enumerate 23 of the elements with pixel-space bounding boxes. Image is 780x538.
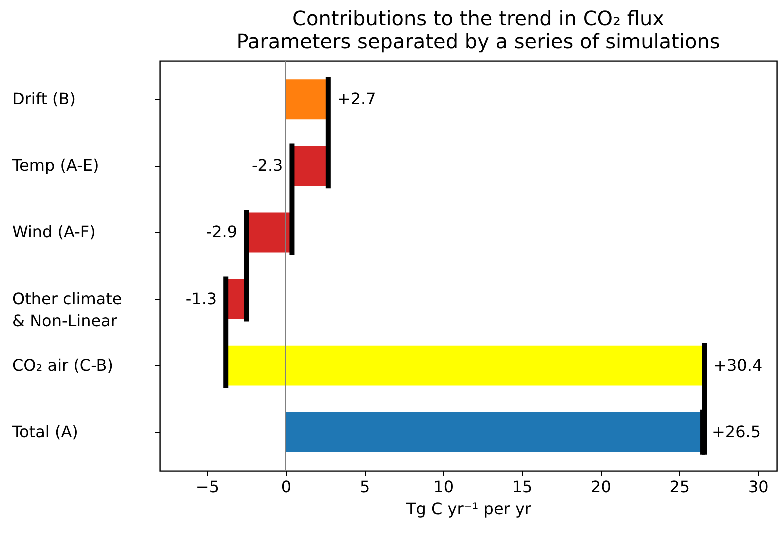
chart-title: Contributions to the trend in CO₂ flux (292, 6, 665, 31)
x-tick-label: 10 (434, 478, 454, 496)
x-tick-label: 30 (748, 478, 769, 496)
data-label: -2.3 (252, 156, 284, 176)
x-tick-label: 20 (591, 478, 612, 496)
y-tick-label: Drift (B) (12, 90, 76, 109)
data-label: +26.5 (712, 422, 762, 442)
x-tick-label: 25 (670, 478, 690, 496)
data-label: -1.3 (186, 289, 218, 308)
y-tick-label: Other climate & Non-Linear (12, 289, 122, 330)
x-tick-label: −5 (196, 478, 220, 496)
x-tick-label: 5 (360, 478, 370, 496)
data-label: -2.9 (206, 222, 238, 242)
data-label: +30.4 (714, 356, 763, 375)
y-tick-label: Temp (A-E) (12, 156, 100, 176)
y-tick-label: Wind (A-F) (12, 222, 96, 242)
x-axis-title: Tg C yr⁻¹ per yr (406, 500, 532, 518)
y-tick-label: Total (A) (12, 422, 78, 442)
x-tick-label: 15 (512, 478, 533, 496)
y-tick-label: CO₂ air (C-B) (12, 356, 114, 375)
x-tick-label: 0 (281, 478, 292, 496)
chart-subtitle: Parameters separated by a series of simulations (236, 30, 720, 54)
data-label: +2.7 (337, 90, 376, 109)
